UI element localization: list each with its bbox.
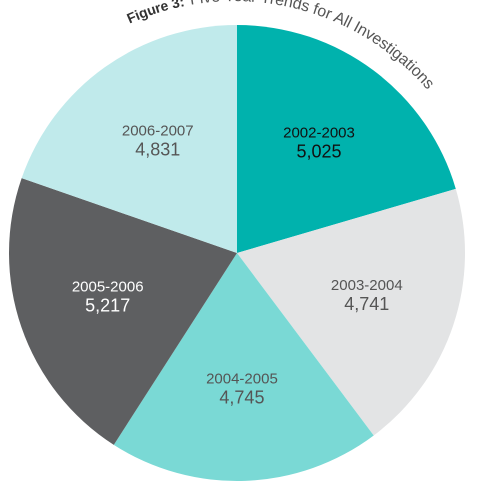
slice-value: 5,217 — [85, 295, 130, 315]
pie-slice — [8, 178, 237, 445]
pie-slice — [21, 25, 237, 253]
pie-slice — [237, 188, 465, 436]
figure-label: Figure 3: — [124, 0, 185, 26]
slice-value: 4,831 — [135, 139, 180, 159]
slice-category: 2005-2006 — [72, 279, 144, 296]
slice-category: 2006-2007 — [122, 122, 194, 139]
slice-category: 2004-2005 — [206, 371, 278, 388]
pie-slice — [237, 25, 456, 253]
slice-value: 4,745 — [219, 387, 264, 407]
slice-value: 4,741 — [344, 294, 389, 314]
slice-category: 2002-2003 — [283, 124, 355, 141]
slice-category: 2003-2004 — [331, 277, 403, 294]
slice-value: 5,025 — [296, 141, 341, 161]
pie-slice — [113, 253, 374, 481]
